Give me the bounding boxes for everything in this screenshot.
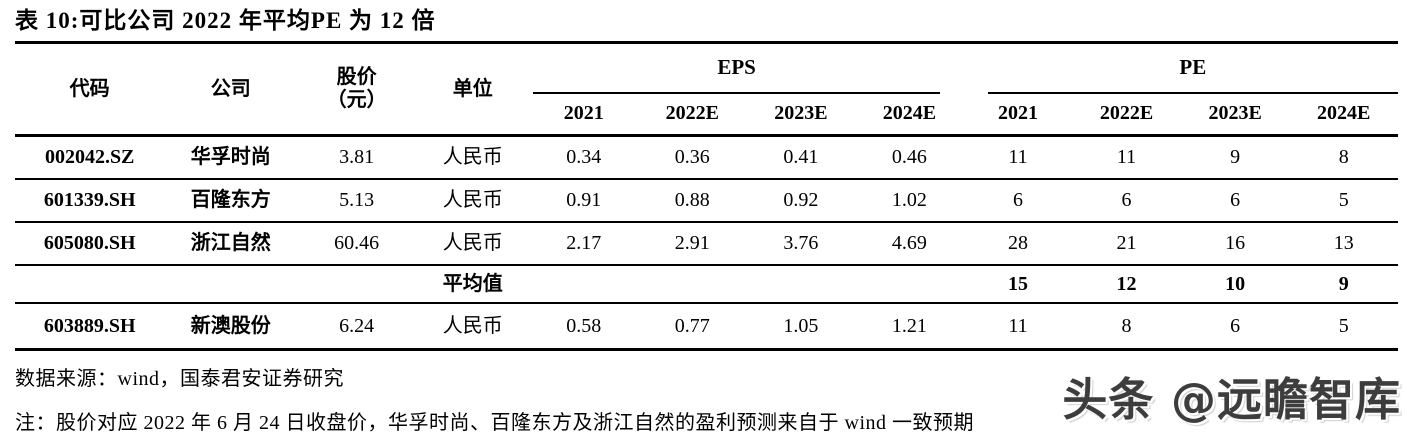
cell-eps-2023e: 0.41 xyxy=(746,135,856,180)
cell-pe-2021: 28 xyxy=(963,222,1073,266)
cell-eps-2021: 0.91 xyxy=(529,179,639,223)
cell-eps-2024e: 1.02 xyxy=(855,179,964,223)
cell-pe-2022e: 6 xyxy=(1072,179,1181,223)
header-code: 代码 xyxy=(15,44,165,137)
cell-pe-2023e: 16 xyxy=(1180,222,1290,266)
cell-price: 5.13 xyxy=(297,179,417,223)
cell-unit: 人民币 xyxy=(416,135,530,180)
header-price-line2: （元） xyxy=(326,89,387,111)
cell-empty xyxy=(746,265,856,304)
header-group-pe: PE xyxy=(964,43,1398,94)
cell-empty xyxy=(638,265,747,304)
cell-empty xyxy=(855,265,964,304)
cell-eps-2021: 0.58 xyxy=(529,303,639,351)
header-row-groups: 代码 公司 股价 （元） 单位 EPS PE xyxy=(15,43,1398,137)
table-row: 605080.SH 浙江自然 60.46 人民币 2.17 2.91 3.76 … xyxy=(15,222,1398,266)
cell-pe-2022e: 11 xyxy=(1072,135,1181,180)
cell-eps-2024e: 4.69 xyxy=(855,222,964,266)
table-header: 代码 公司 股价 （元） 单位 EPS PE 2021 2022E 2023E … xyxy=(15,43,1398,137)
cell-pe-2024e: 5 xyxy=(1289,179,1398,223)
average-pe-2023e: 10 xyxy=(1180,265,1290,304)
cell-pe-2023e: 6 xyxy=(1180,179,1290,223)
cell-pe-2023e: 9 xyxy=(1180,135,1290,180)
header-unit: 单位 xyxy=(416,44,530,137)
cell-company: 百隆东方 xyxy=(164,179,298,223)
header-eps-2024e: 2024E xyxy=(855,93,964,137)
table-title: 表 10:可比公司 2022 年平均PE 为 12 倍 xyxy=(15,4,1398,44)
cell-pe-2024e: 8 xyxy=(1289,135,1398,180)
cell-pe-2022e: 8 xyxy=(1072,303,1181,351)
cell-eps-2022e: 2.91 xyxy=(638,222,747,266)
cell-code: 002042.SZ xyxy=(15,135,165,180)
average-pe-2024e: 9 xyxy=(1289,265,1398,304)
cell-eps-2023e: 0.92 xyxy=(746,179,856,223)
cell-eps-2023e: 1.05 xyxy=(746,303,856,351)
cell-eps-2022e: 0.77 xyxy=(638,303,747,351)
table-row: 002042.SZ 华孚时尚 3.81 人民币 0.34 0.36 0.41 0… xyxy=(15,135,1398,180)
cell-eps-2024e: 1.21 xyxy=(855,303,964,351)
cell-code: 605080.SH xyxy=(15,222,165,266)
cell-pe-2021: 11 xyxy=(963,303,1073,351)
cell-pe-2021: 6 xyxy=(963,179,1073,223)
cell-code: 603889.SH xyxy=(15,303,165,351)
table-body: 002042.SZ 华孚时尚 3.81 人民币 0.34 0.36 0.41 0… xyxy=(15,135,1398,351)
report-container: 表 10:可比公司 2022 年平均PE 为 12 倍 代码 公司 股价 （元）… xyxy=(15,0,1398,435)
average-row: 平均值 15 12 10 9 xyxy=(15,265,1398,304)
cell-company: 新澳股份 xyxy=(164,303,298,351)
data-source-note: 数据来源：wind，国泰君安证券研究 xyxy=(15,368,344,390)
cell-empty xyxy=(15,265,165,304)
header-pe-2024e: 2024E xyxy=(1289,93,1398,137)
cell-eps-2021: 2.17 xyxy=(529,222,639,266)
table-row: 601339.SH 百隆东方 5.13 人民币 0.91 0.88 0.92 1… xyxy=(15,179,1398,223)
cell-unit: 人民币 xyxy=(416,303,530,351)
cell-code: 601339.SH xyxy=(15,179,165,223)
header-row-years: 2021 2022E 2023E 2024E 2021 2022E 2023E … xyxy=(15,93,1398,137)
header-pe-2022e: 2022E xyxy=(1072,93,1181,137)
cell-price: 60.46 xyxy=(297,222,417,266)
cell-price: 6.24 xyxy=(297,303,417,351)
cell-company: 华孚时尚 xyxy=(164,135,298,180)
header-pe-2021: 2021 xyxy=(963,93,1073,137)
cell-eps-2022e: 0.88 xyxy=(638,179,747,223)
average-pe-2021: 15 xyxy=(963,265,1073,304)
average-label: 平均值 xyxy=(416,265,530,304)
cell-eps-2022e: 0.36 xyxy=(638,135,747,180)
cell-eps-2021: 0.34 xyxy=(529,135,639,180)
cell-price: 3.81 xyxy=(297,135,417,180)
header-group-eps: EPS xyxy=(529,43,963,94)
header-company: 公司 xyxy=(164,44,298,137)
cell-unit: 人民币 xyxy=(416,222,530,266)
cell-empty xyxy=(297,265,417,304)
cell-pe-2023e: 6 xyxy=(1180,303,1290,351)
cell-pe-2022e: 21 xyxy=(1072,222,1181,266)
header-pe-2023e: 2023E xyxy=(1180,93,1290,137)
cell-pe-2024e: 13 xyxy=(1289,222,1398,266)
average-pe-2022e: 12 xyxy=(1072,265,1181,304)
header-price-line1: 股价 xyxy=(336,66,377,88)
header-eps-2021: 2021 xyxy=(529,93,639,137)
header-eps-2022e: 2022E xyxy=(638,93,747,137)
cell-empty xyxy=(164,265,298,304)
header-group-eps-label: EPS xyxy=(533,43,940,94)
header-group-pe-label: PE xyxy=(987,43,1398,94)
cell-eps-2023e: 3.76 xyxy=(746,222,856,266)
header-price: 股价 （元） xyxy=(297,44,417,137)
comparable-companies-table: 代码 公司 股价 （元） 单位 EPS PE 2021 2022E 2023E … xyxy=(15,44,1398,351)
cell-pe-2021: 11 xyxy=(963,135,1073,180)
cell-eps-2024e: 0.46 xyxy=(855,135,964,180)
header-eps-2023e: 2023E xyxy=(746,93,856,137)
cell-empty xyxy=(529,265,639,304)
cell-company: 浙江自然 xyxy=(164,222,298,266)
cell-pe-2024e: 5 xyxy=(1289,303,1398,351)
table-row: 603889.SH 新澳股份 6.24 人民币 0.58 0.77 1.05 1… xyxy=(15,303,1398,351)
watermark-toutiao-yuanzhan: 头条 @远瞻智库 xyxy=(1062,373,1401,426)
cell-unit: 人民币 xyxy=(416,179,530,223)
